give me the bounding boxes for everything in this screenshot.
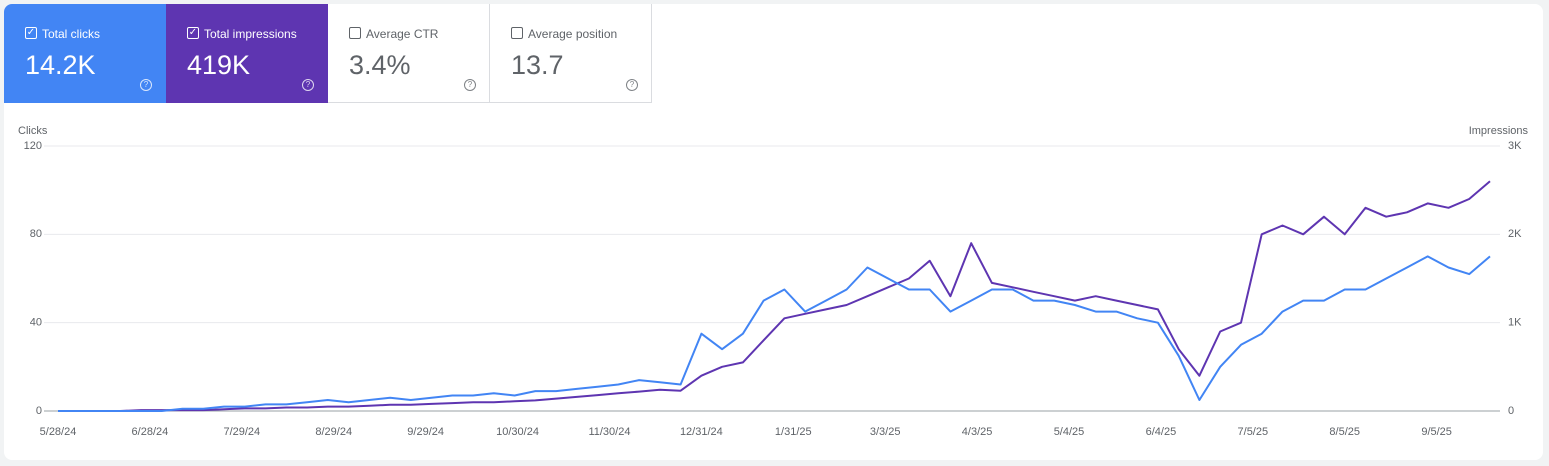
x-tick-label: 8/29/24	[315, 426, 352, 438]
y-tick-label: 120	[24, 140, 42, 152]
x-tick-label: 11/30/24	[588, 426, 630, 438]
x-tick-label: 12/31/24	[680, 426, 723, 438]
metric-card[interactable]: ✓ Total impressions 419K?	[166, 4, 328, 103]
help-icon[interactable]: ?	[626, 79, 638, 91]
y2-tick-label: 2K	[1508, 228, 1522, 240]
metric-label: Average CTR	[366, 27, 439, 41]
checkbox[interactable]: ✓	[25, 27, 37, 39]
x-tick-label: 4/3/25	[962, 426, 993, 438]
x-tick-label: 7/29/24	[223, 426, 260, 438]
checkbox[interactable]	[349, 27, 361, 39]
metric-value: 419K	[187, 50, 251, 80]
x-tick-label: 9/5/25	[1421, 426, 1452, 438]
x-tick-label: 1/31/25	[775, 426, 812, 438]
x-tick-label: 9/29/24	[407, 426, 444, 438]
y2-tick-label: 1K	[1508, 317, 1522, 329]
chart: Clicks Impressions 0 40 80 120 0 1K 2K 3K 5/28/2…	[18, 125, 1529, 438]
metric-label: Average position	[528, 27, 618, 41]
series-line	[58, 255, 1491, 412]
x-tick-label: 7/5/25	[1238, 426, 1269, 438]
y-axis-label: Clicks	[18, 125, 48, 137]
x-tick-label: 3/3/25	[870, 426, 901, 438]
x-tick-label: 5/28/24	[40, 426, 77, 438]
metric-value: 3.4%	[349, 50, 411, 80]
help-icon[interactable]: ?	[464, 79, 476, 91]
metric-cards: ✓ Total clicks 14.2K? ✓ Total impressions 419…	[4, 4, 652, 103]
series-line	[58, 180, 1491, 412]
performance-panel: Clicks Impressions 0 40 80 120 0 1K 2K 3K 5/28/2…	[4, 4, 1543, 460]
metric-card[interactable]: ✓ Total clicks 14.2K?	[4, 4, 166, 103]
y2-tick-label: 3K	[1508, 140, 1522, 152]
x-tick-label: 6/4/25	[1146, 426, 1177, 438]
x-tick-label: 5/4/25	[1054, 426, 1085, 438]
y2-axis-label: Impressions	[1469, 125, 1529, 137]
y-tick-label: 0	[36, 405, 42, 417]
metric-value: 13.7	[511, 50, 564, 80]
help-icon[interactable]: ?	[140, 79, 152, 91]
x-tick-label: 10/30/24	[496, 426, 539, 438]
y2-tick-label: 0	[1508, 405, 1514, 417]
metric-card[interactable]: Average position 13.7?	[490, 4, 652, 103]
metric-label: Total clicks	[42, 27, 101, 41]
y-tick-label: 80	[30, 228, 42, 240]
checkbox[interactable]: ✓	[187, 27, 199, 39]
x-tick-label: 6/28/24	[132, 426, 169, 438]
metric-value: 14.2K	[25, 50, 96, 80]
checkbox[interactable]	[511, 27, 523, 39]
y-tick-label: 40	[30, 317, 42, 329]
help-icon[interactable]: ?	[302, 79, 314, 91]
metric-card[interactable]: Average CTR 3.4%?	[328, 4, 490, 103]
x-tick-label: 8/5/25	[1329, 426, 1360, 438]
metric-label: Total impressions	[204, 27, 297, 41]
